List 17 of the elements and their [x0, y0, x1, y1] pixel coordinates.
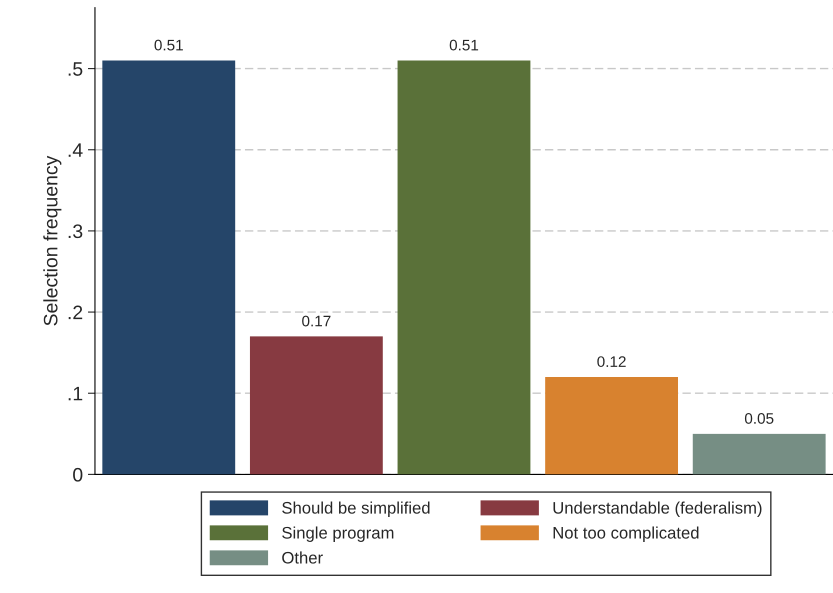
data-label: 0.51: [154, 40, 183, 50]
y-tick-label: .3: [68, 224, 82, 238]
y-tick-label: .5: [68, 62, 82, 76]
legend-label: Understandable (federalism): [554, 501, 762, 518]
data-label: 0.12: [597, 356, 626, 368]
legend-label: Other: [282, 551, 323, 564]
data-label: 0.17: [302, 316, 330, 326]
legend-label: Should be simplified: [282, 501, 430, 518]
y-axis-title: Selection frequency: [43, 156, 62, 326]
data-label: 0.05: [744, 413, 774, 424]
y-tick-label: .1: [68, 386, 82, 400]
y-tick-label: .4: [68, 143, 83, 157]
y-tick-label: .2: [68, 306, 82, 320]
legend-label: Not too complicated: [554, 526, 698, 542]
data-label: 0.51: [450, 40, 478, 50]
legend-label: Single program: [282, 526, 394, 542]
y-tick-label: 0: [73, 468, 82, 482]
